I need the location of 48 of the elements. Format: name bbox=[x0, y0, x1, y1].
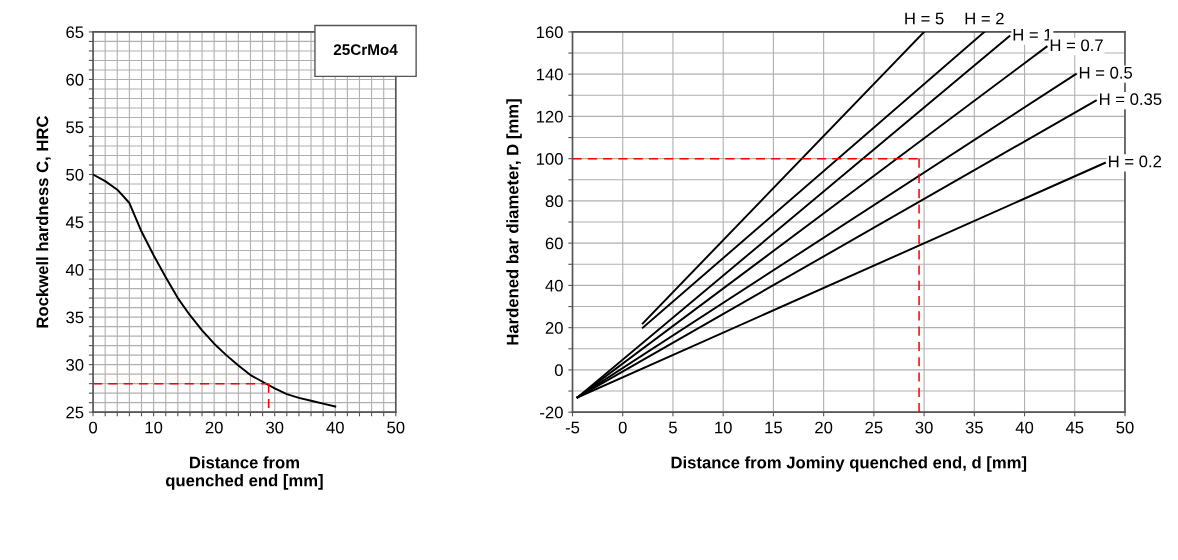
y-tick-label: 60 bbox=[66, 73, 84, 86]
y-tick-label: 45 bbox=[65, 216, 84, 229]
y-tick-label: 120 bbox=[536, 110, 563, 123]
y-axis-title: Rockwell hardness C, HRC bbox=[36, 115, 51, 328]
annotation: H = 0.7 bbox=[1050, 39, 1103, 52]
y-tick-label: 55 bbox=[66, 121, 84, 134]
x-tick-label: 15 bbox=[765, 421, 782, 434]
y-tick-label: 60 bbox=[545, 237, 563, 250]
y-tick-label: 30 bbox=[66, 359, 84, 371]
y-tick-label: 100 bbox=[536, 153, 563, 165]
y-tick-label: 50 bbox=[66, 168, 84, 181]
x-tick-label: -5 bbox=[565, 421, 580, 434]
x-tick-label: 20 bbox=[815, 421, 833, 434]
x-tick-label: 10 bbox=[145, 421, 163, 434]
y-tick-label: -20 bbox=[540, 406, 563, 419]
x-tick-label: 40 bbox=[1015, 421, 1034, 434]
y-tick-label: 65 bbox=[66, 26, 84, 39]
x-tick-label: 30 bbox=[915, 421, 933, 434]
x-tick-label: 10 bbox=[715, 421, 732, 434]
x-tick-label: 0 bbox=[618, 421, 627, 434]
x-tick-label: 30 bbox=[266, 421, 284, 434]
y-tick-label: 40 bbox=[65, 263, 84, 276]
x-tick-label: 25 bbox=[865, 421, 883, 434]
y-tick-label: 35 bbox=[66, 311, 84, 324]
annotation: H = 0.2 bbox=[1109, 155, 1162, 168]
x-tick-label: 40 bbox=[326, 421, 344, 434]
y-tick-label: 0 bbox=[554, 364, 563, 377]
x-axis-title: Distance from quenched end [mm] bbox=[165, 456, 323, 490]
x-tick-label: 45 bbox=[1065, 421, 1084, 434]
annotation: 25CrMo4 bbox=[333, 44, 398, 56]
y-axis-title: Hardened bar diameter, D [mm] bbox=[506, 99, 522, 345]
y-tick-label: 20 bbox=[545, 322, 563, 334]
x-tick-label: 50 bbox=[387, 421, 405, 434]
x-tick-label: 35 bbox=[965, 421, 983, 434]
y-tick-label: 160 bbox=[536, 26, 563, 39]
annotation: H = 5 bbox=[905, 12, 944, 25]
annotation: H = 0.35 bbox=[1100, 93, 1162, 106]
x-tick-label: 20 bbox=[205, 421, 223, 434]
y-tick-label: 25 bbox=[66, 406, 84, 419]
x-tick-label: 50 bbox=[1116, 421, 1134, 434]
x-axis-title: Distance from Jominy quenched end, d [mm] bbox=[671, 456, 1027, 472]
y-tick-label: 140 bbox=[536, 68, 563, 81]
annotation: H = 2 bbox=[965, 12, 1004, 25]
x-tick-label: 0 bbox=[89, 421, 98, 434]
annotation: H = 0.5 bbox=[1079, 66, 1133, 79]
y-tick-label: 40 bbox=[545, 279, 563, 292]
x-tick-label: 5 bbox=[668, 421, 677, 434]
y-tick-label: 80 bbox=[545, 195, 563, 208]
